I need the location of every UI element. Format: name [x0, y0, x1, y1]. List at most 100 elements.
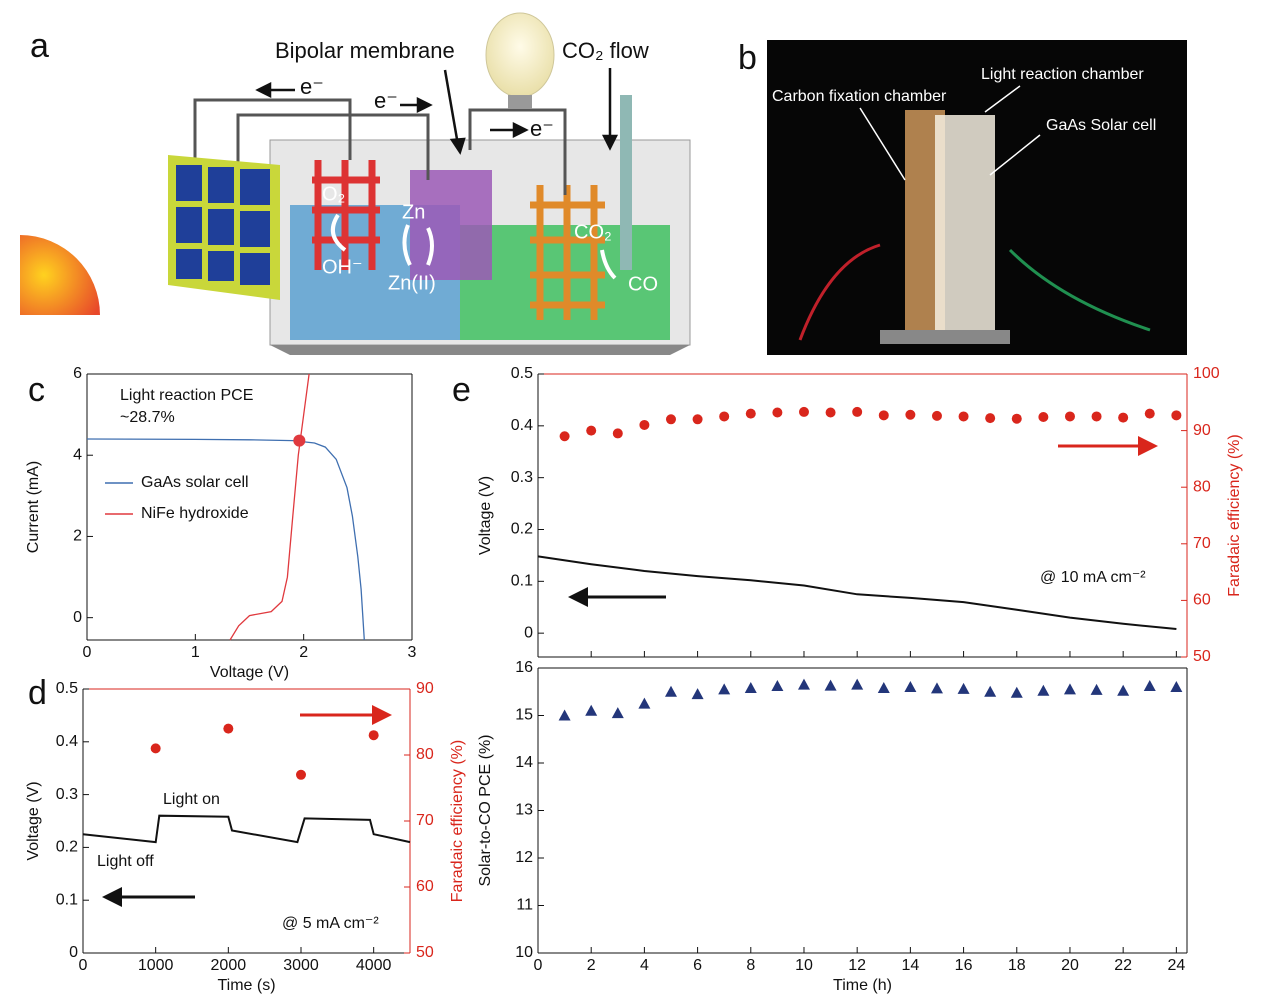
y-tick-label: 0.4 [56, 733, 78, 750]
y-tick-label: 0.3 [56, 786, 78, 803]
marker [905, 409, 916, 420]
intersection-point [293, 434, 306, 447]
x-tick-label: 22 [1114, 957, 1132, 974]
label: Zn [402, 201, 425, 223]
panel-label: d [28, 674, 47, 712]
marker [1090, 683, 1103, 695]
label: Light reaction chamber [981, 66, 1144, 83]
y-tick-label: 15 [515, 707, 533, 724]
y-tick-label: 0.2 [56, 839, 78, 856]
marker [719, 411, 730, 422]
y-tick-label: 0.4 [511, 417, 533, 434]
axis-arrows [102, 436, 1158, 907]
marker [1091, 411, 1102, 422]
y-tick-label: 0.3 [511, 469, 533, 486]
marker [931, 410, 942, 421]
y-tick-label: 16 [515, 659, 533, 676]
marker [691, 688, 704, 700]
x-tick-label: 2 [587, 957, 596, 974]
membrane [410, 170, 492, 280]
y2-tick-label: 70 [1193, 535, 1211, 552]
x-axis-label: Voltage (V) [210, 664, 289, 681]
panel-label: b [738, 39, 757, 77]
label: e⁻ [300, 74, 324, 99]
y-tick-label: 0.5 [56, 680, 78, 697]
marker [877, 681, 890, 693]
x-tick-label: 4000 [356, 957, 392, 974]
y2-tick-label: 90 [416, 680, 434, 697]
marker [223, 723, 234, 734]
x-tick-label: 20 [1061, 957, 1079, 974]
y-tick-label: 11 [516, 897, 533, 914]
marker [558, 709, 571, 721]
y2-tick-label: 100 [1193, 365, 1220, 382]
marker [930, 682, 943, 694]
label: Carbon fixation chamber [772, 88, 947, 105]
y2-axis-label: Faradaic efficiency (%) [449, 740, 466, 902]
label: Zn(II) [388, 272, 436, 294]
legend-label: GaAs solar cell [141, 474, 249, 491]
y-tick-label: 0.1 [511, 573, 533, 590]
marker [1118, 412, 1129, 423]
panel-label: c [28, 371, 45, 409]
label: CO [628, 273, 658, 295]
marker [984, 685, 997, 697]
annotation: Light reaction PCE [120, 387, 253, 404]
label: Bipolar membrane [275, 38, 455, 63]
marker [368, 730, 379, 741]
x-tick-label: 24 [1167, 957, 1185, 974]
marker [852, 406, 863, 417]
marker [664, 685, 677, 697]
y-tick-label: 0.2 [511, 521, 533, 538]
reaction-arrows [330, 213, 617, 280]
marker [957, 682, 970, 694]
photo-b: Light reaction chamber Carbon fixation c… [767, 40, 1187, 355]
marker [772, 407, 783, 418]
y-tick-label: 10 [515, 944, 533, 961]
y-axis-label: Solar-to-CO PCE (%) [477, 734, 494, 886]
marker [745, 408, 756, 419]
marker [1064, 411, 1075, 422]
label: CO₂ flow [562, 38, 649, 63]
y2-tick-label: 50 [1193, 648, 1211, 665]
x-tick-label: 3000 [283, 957, 319, 974]
y2-tick-label: 60 [1193, 592, 1211, 609]
ni-fe-electrode [312, 160, 380, 270]
marker [878, 410, 889, 421]
marker [559, 431, 570, 442]
pointer-lines [859, 85, 1041, 181]
bulb [485, 12, 555, 98]
label: CO₂ [574, 221, 612, 243]
chamber [935, 115, 995, 330]
y-tick-label: 0 [69, 944, 78, 961]
marker [1171, 410, 1182, 421]
legend-label: NiFe hydroxide [141, 505, 249, 522]
x-tick-label: 4 [640, 957, 649, 974]
marker [1063, 683, 1076, 695]
y-tick-label: 6 [73, 365, 82, 382]
marker [611, 707, 624, 719]
marker [692, 414, 703, 425]
marker [851, 678, 864, 690]
series-line [86, 438, 365, 641]
marker [825, 407, 836, 418]
x-tick-label: 12 [848, 957, 866, 974]
x-tick-label: 0 [79, 957, 88, 974]
x-axis-label: Time (h) [833, 977, 892, 994]
wires [193, 98, 567, 195]
arrows-a [255, 68, 619, 155]
marker [1011, 413, 1022, 424]
x-tick-label: 18 [1008, 957, 1026, 974]
y2-tick-label: 80 [1193, 478, 1211, 495]
y2-tick-label: 90 [1193, 422, 1211, 439]
x-tick-label: 16 [955, 957, 973, 974]
gas-tube [620, 95, 632, 270]
panel-label: a [30, 27, 49, 65]
marker [639, 419, 650, 430]
y-tick-label: 13 [515, 802, 533, 819]
annotation: @ 10 mA cm⁻² [1040, 569, 1146, 586]
y-tick-label: 14 [515, 754, 533, 771]
x-tick-label: 8 [746, 957, 755, 974]
marker [744, 681, 757, 693]
y-axis-label: Voltage (V) [25, 781, 42, 860]
